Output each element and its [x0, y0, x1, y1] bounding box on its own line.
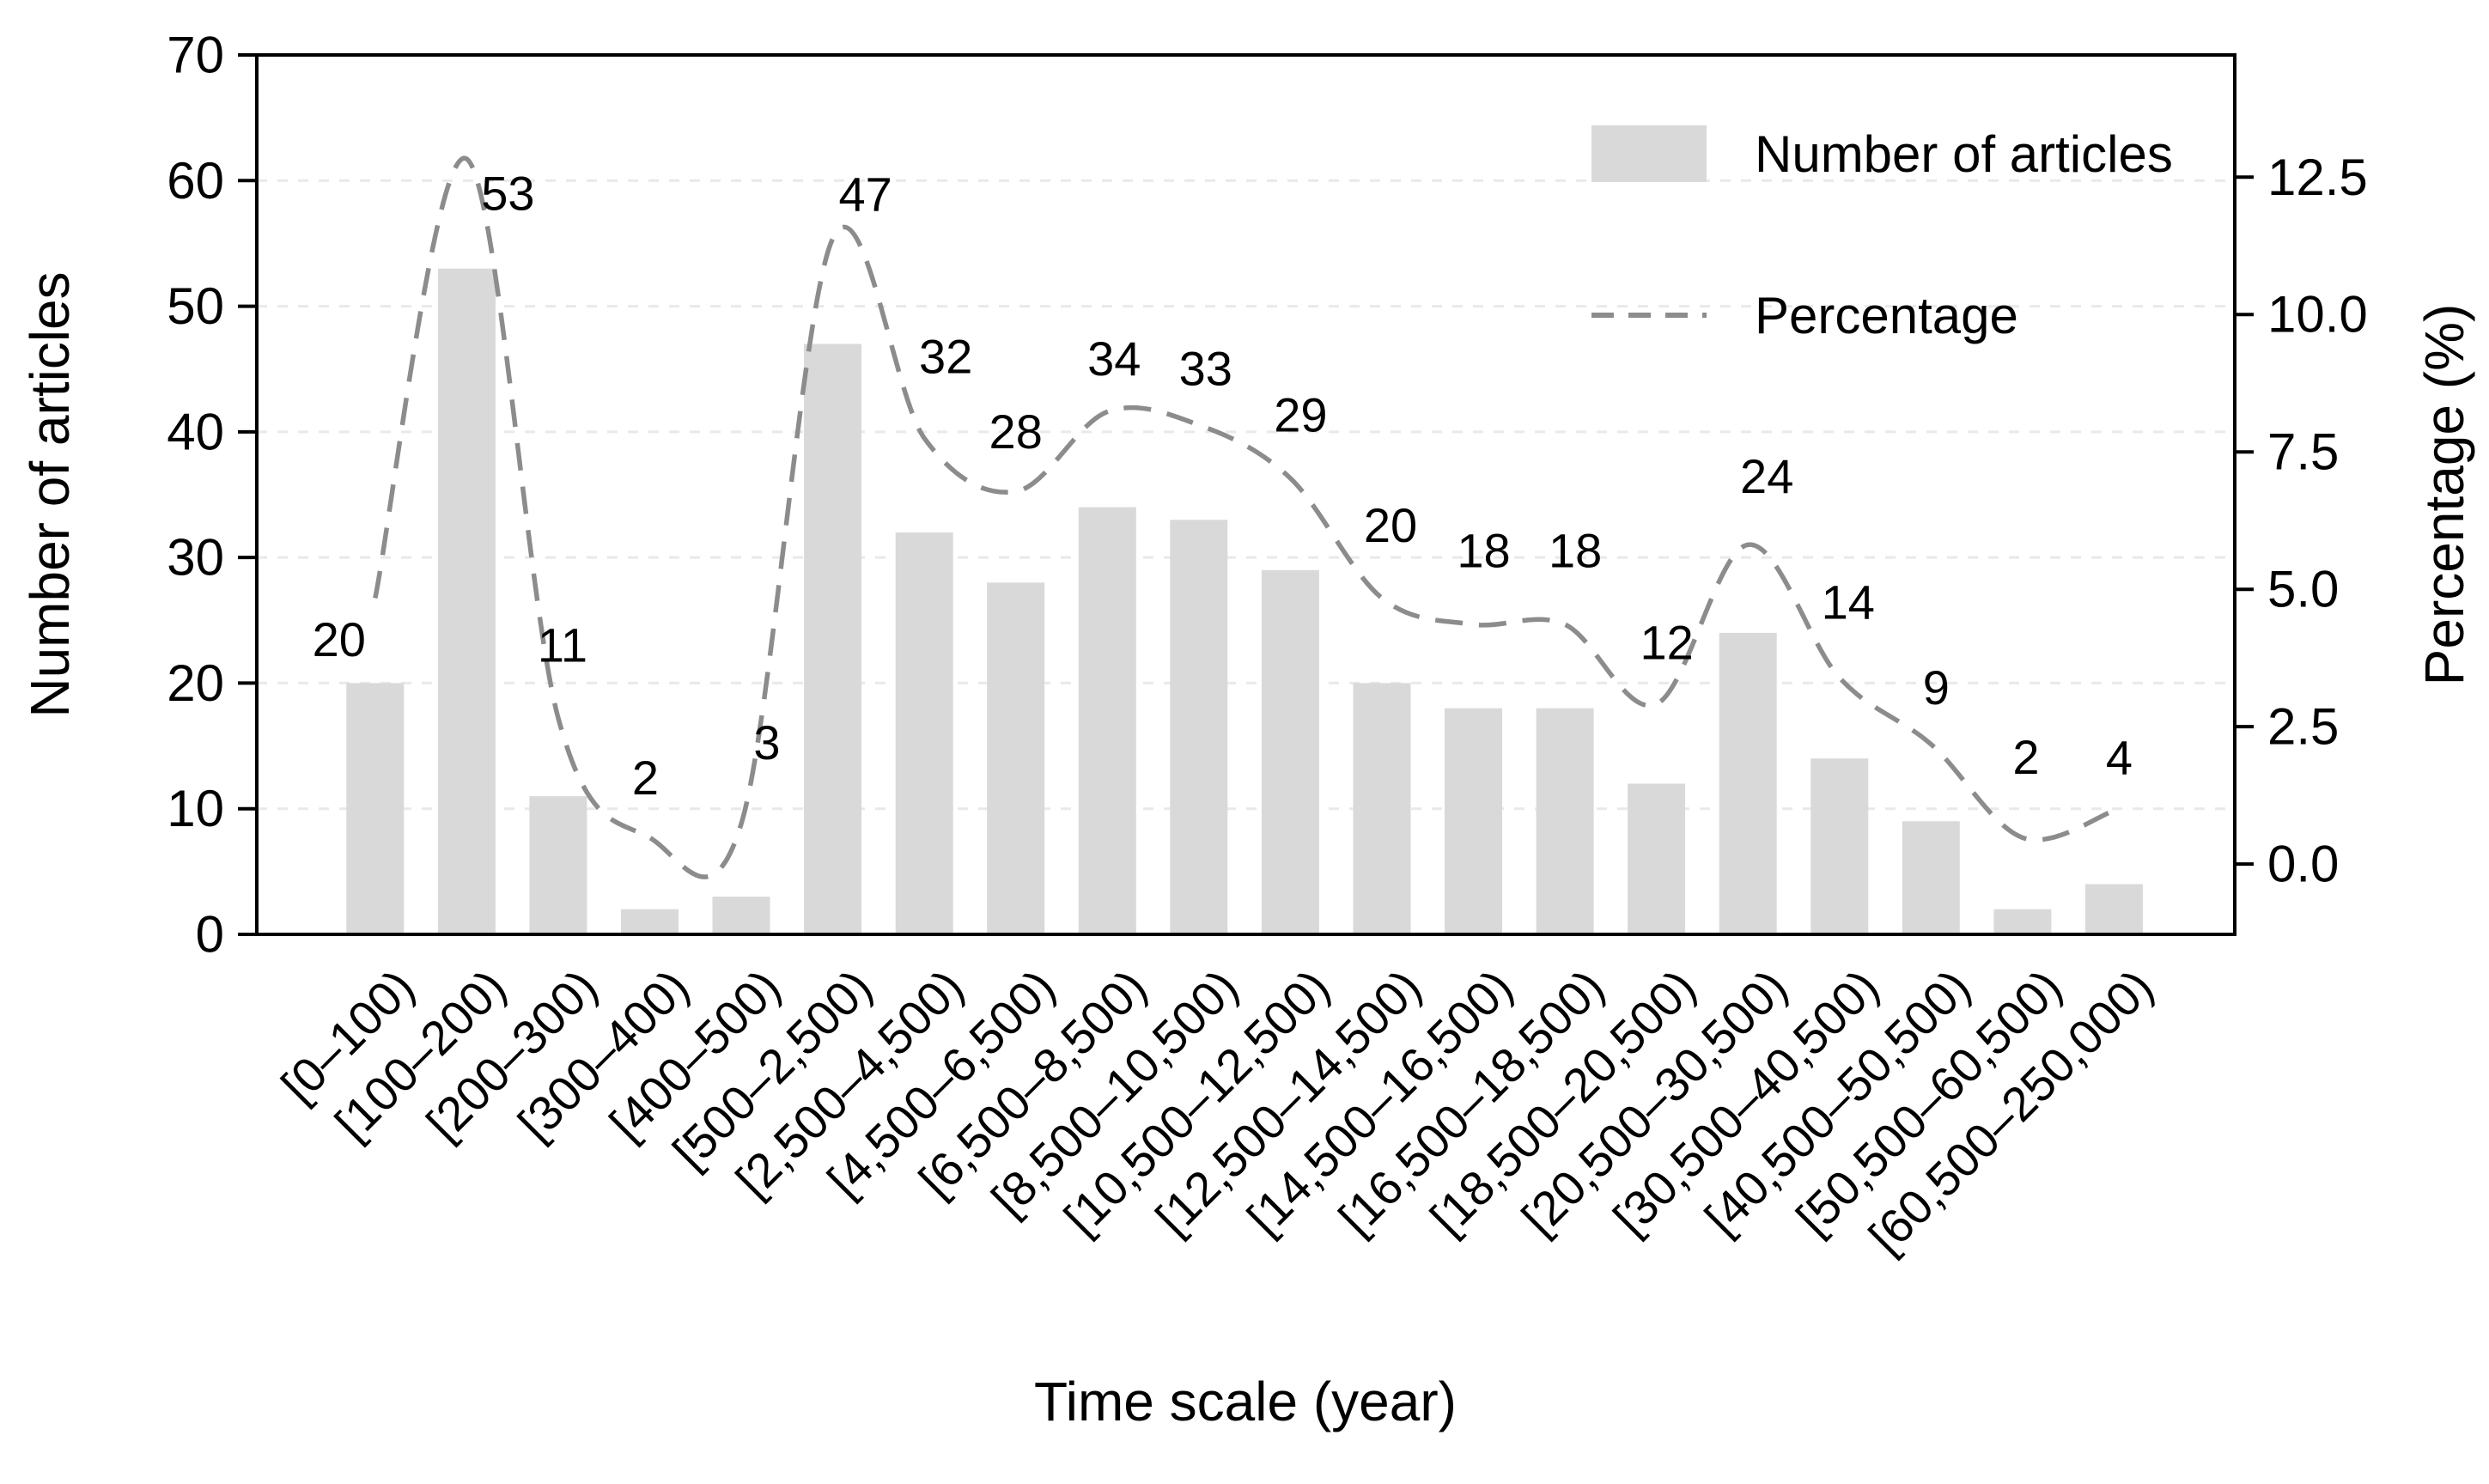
- bar-swatch-icon: [1591, 125, 1707, 182]
- right-axis-ticks: 0.0 2.5 5.0 7.5 10.0 12.5: [2235, 149, 2368, 893]
- value-label: 20: [313, 612, 366, 666]
- bar: [2084, 884, 2143, 934]
- value-label: 32: [919, 330, 972, 384]
- bar: [1536, 708, 1594, 934]
- value-label: 24: [1740, 449, 1793, 503]
- value-label: 47: [838, 167, 892, 221]
- x-axis-title: Time scale (year): [1034, 1371, 1457, 1432]
- legend-item-articles: Number of articles: [1591, 120, 2173, 187]
- percentage-line: [373, 155, 2115, 879]
- bar: [529, 796, 587, 934]
- value-label: 34: [1087, 331, 1141, 386]
- right-tick-label: 10.0: [2267, 286, 2368, 344]
- bar: [346, 683, 405, 934]
- bars-series: [346, 268, 2143, 934]
- left-tick-label: 40: [167, 403, 224, 460]
- bar: [1719, 632, 1777, 934]
- left-tick-label: 10: [167, 780, 224, 837]
- bar: [895, 532, 953, 934]
- right-tick-label: 12.5: [2267, 149, 2368, 206]
- bar: [804, 344, 862, 934]
- value-label: 12: [1640, 615, 1693, 669]
- bar: [1628, 783, 1686, 934]
- value-label: 11: [538, 617, 587, 672]
- value-label: 33: [1179, 341, 1232, 395]
- value-label: 3: [753, 715, 780, 769]
- legend-label: Percentage: [1755, 286, 2018, 344]
- x-axis-tick-labels: [0–100)[100–200)[200–300)[300–400)[400–5…: [271, 959, 2163, 1264]
- right-tick-label: 7.5: [2267, 423, 2339, 481]
- plot-frame: [255, 53, 2236, 936]
- right-tick-label: 2.5: [2267, 698, 2339, 756]
- legend-label: Number of articles: [1755, 125, 2173, 183]
- value-label: 2: [2012, 730, 2039, 784]
- value-label: 18: [1549, 524, 1602, 578]
- left-tick-label: 0: [196, 906, 224, 964]
- bar: [712, 897, 770, 934]
- left-tick-label: 30: [167, 529, 224, 587]
- value-label: 2: [632, 751, 659, 805]
- value-label: 9: [1923, 660, 1950, 715]
- value-label: 53: [481, 167, 534, 221]
- right-tick-label: 0.0: [2267, 836, 2339, 893]
- bar: [621, 909, 679, 934]
- bar: [1078, 507, 1136, 934]
- left-tick-label: 60: [167, 152, 224, 210]
- left-axis-ticks: 0 10 20 30 40 50 60 70: [167, 27, 257, 964]
- bar: [437, 268, 496, 934]
- value-label: 14: [1822, 575, 1875, 629]
- left-y-axis-title: Number of articles: [19, 271, 81, 718]
- value-label: 29: [1274, 387, 1327, 441]
- bar: [1170, 520, 1228, 934]
- left-tick-label: 20: [167, 654, 224, 712]
- left-tick-label: 50: [167, 277, 224, 335]
- bar: [1353, 683, 1411, 934]
- bar: [1810, 758, 1869, 934]
- bar: [1445, 708, 1502, 934]
- value-label: 20: [1364, 498, 1417, 552]
- value-label: 28: [989, 404, 1043, 459]
- right-tick-label: 5.0: [2267, 561, 2339, 618]
- value-label: 18: [1457, 524, 1510, 578]
- bar: [1993, 909, 2052, 934]
- bar: [987, 582, 1045, 934]
- legend-item-percentage: Percentage: [1591, 282, 2173, 349]
- value-label: 4: [2106, 731, 2133, 785]
- bar: [1261, 569, 1319, 934]
- legend: Number of articles Percentage: [1591, 120, 2173, 349]
- right-y-axis-title: Percentage (%): [2413, 303, 2475, 686]
- bar: [1902, 821, 1960, 934]
- dashed-line-swatch-icon: [1591, 313, 1707, 318]
- left-tick-label: 70: [167, 27, 224, 84]
